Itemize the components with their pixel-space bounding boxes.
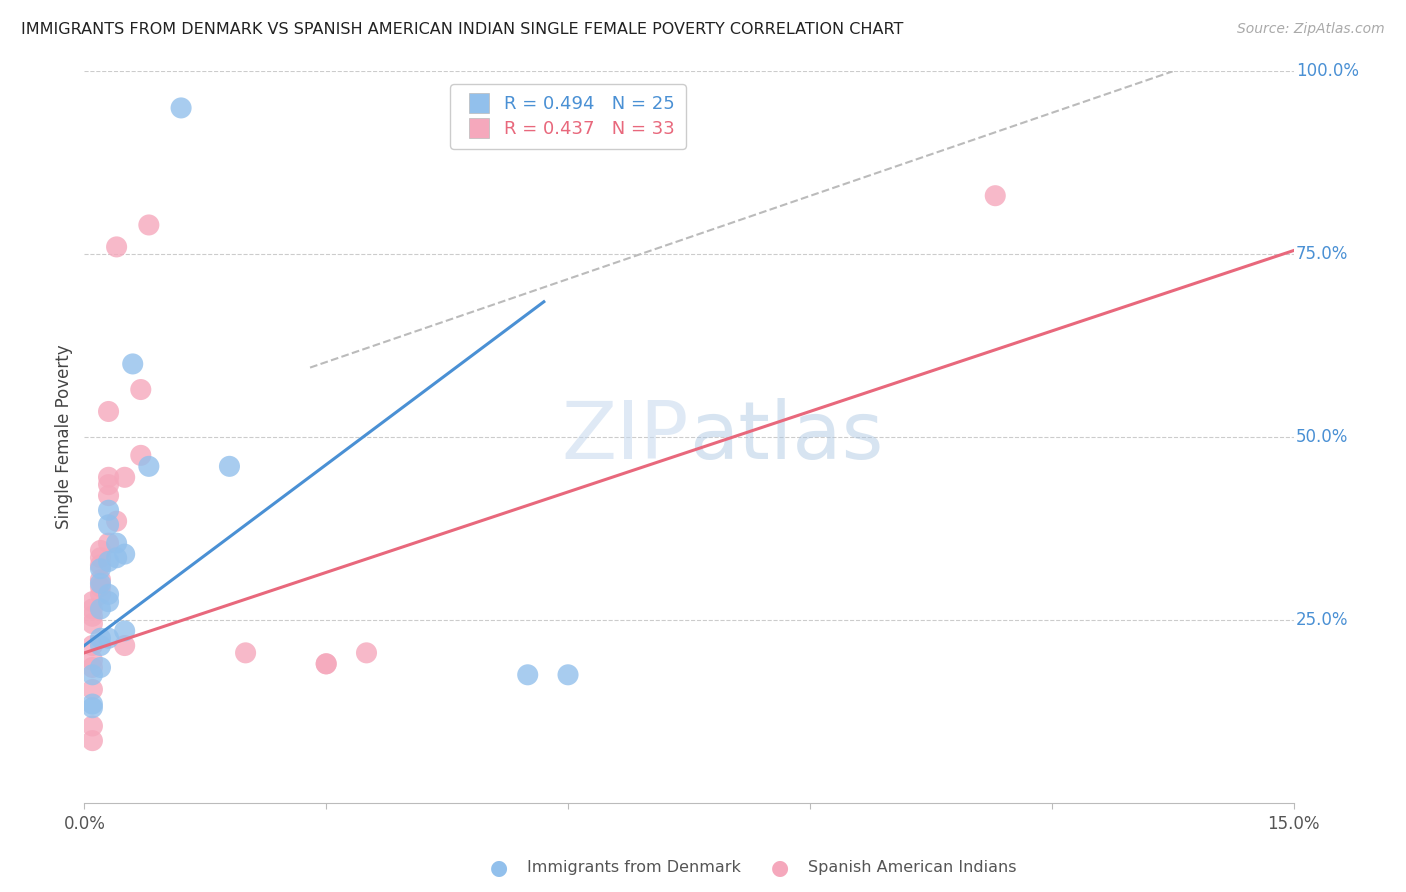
Point bbox=[97, 470, 120, 484]
Point bbox=[89, 573, 111, 587]
Point bbox=[105, 550, 128, 565]
Point bbox=[356, 646, 378, 660]
Point bbox=[89, 632, 111, 646]
Point bbox=[315, 657, 337, 671]
Point bbox=[82, 616, 104, 631]
Y-axis label: Single Female Poverty: Single Female Poverty bbox=[55, 345, 73, 529]
Point bbox=[82, 719, 104, 733]
Text: ●: ● bbox=[491, 858, 508, 878]
Text: Immigrants from Denmark: Immigrants from Denmark bbox=[527, 861, 741, 875]
Text: 25.0%: 25.0% bbox=[1296, 611, 1348, 629]
Point bbox=[82, 733, 104, 747]
Point bbox=[97, 554, 120, 568]
Text: 75.0%: 75.0% bbox=[1296, 245, 1348, 263]
Text: ●: ● bbox=[772, 858, 789, 878]
Point bbox=[89, 580, 111, 594]
Text: ZIP: ZIP bbox=[561, 398, 689, 476]
Point bbox=[114, 639, 136, 653]
Point bbox=[105, 240, 128, 254]
Point bbox=[82, 697, 104, 711]
Point bbox=[138, 218, 160, 232]
Legend: R = 0.494   N = 25, R = 0.437   N = 33: R = 0.494 N = 25, R = 0.437 N = 33 bbox=[450, 84, 686, 149]
Point bbox=[89, 550, 111, 565]
Point bbox=[97, 594, 120, 608]
Point bbox=[170, 101, 193, 115]
Point bbox=[89, 543, 111, 558]
Point bbox=[97, 404, 120, 418]
Point bbox=[89, 576, 111, 591]
Point bbox=[89, 660, 111, 674]
Point bbox=[82, 667, 104, 681]
Text: Source: ZipAtlas.com: Source: ZipAtlas.com bbox=[1237, 22, 1385, 37]
Point bbox=[97, 503, 120, 517]
Point bbox=[114, 547, 136, 561]
Point bbox=[82, 653, 104, 667]
Point bbox=[984, 188, 1007, 202]
Point bbox=[97, 489, 120, 503]
Text: IMMIGRANTS FROM DENMARK VS SPANISH AMERICAN INDIAN SINGLE FEMALE POVERTY CORRELA: IMMIGRANTS FROM DENMARK VS SPANISH AMERI… bbox=[21, 22, 904, 37]
Point bbox=[121, 357, 143, 371]
Point bbox=[97, 477, 120, 491]
Point bbox=[89, 639, 111, 653]
Point bbox=[82, 594, 104, 608]
Point bbox=[82, 639, 104, 653]
Point bbox=[105, 536, 128, 550]
Point bbox=[97, 632, 120, 646]
Point bbox=[89, 587, 111, 601]
Text: 100.0%: 100.0% bbox=[1296, 62, 1360, 80]
Point bbox=[82, 602, 104, 616]
Point bbox=[97, 517, 120, 532]
Point bbox=[129, 383, 152, 397]
Text: 50.0%: 50.0% bbox=[1296, 428, 1348, 446]
Point bbox=[89, 562, 111, 576]
Point bbox=[516, 667, 538, 681]
Point bbox=[89, 602, 111, 616]
Point bbox=[138, 459, 160, 474]
Point bbox=[105, 514, 128, 528]
Point bbox=[82, 682, 104, 697]
Point bbox=[557, 667, 579, 681]
Point bbox=[235, 646, 257, 660]
Point bbox=[82, 609, 104, 624]
Point bbox=[315, 657, 337, 671]
Point bbox=[97, 536, 120, 550]
Text: atlas: atlas bbox=[689, 398, 883, 476]
Point bbox=[114, 470, 136, 484]
Point bbox=[218, 459, 240, 474]
Point bbox=[82, 660, 104, 674]
Point bbox=[89, 558, 111, 573]
Point bbox=[114, 624, 136, 638]
Point bbox=[129, 449, 152, 463]
Point bbox=[97, 587, 120, 601]
Point bbox=[82, 700, 104, 714]
Text: Spanish American Indians: Spanish American Indians bbox=[808, 861, 1017, 875]
